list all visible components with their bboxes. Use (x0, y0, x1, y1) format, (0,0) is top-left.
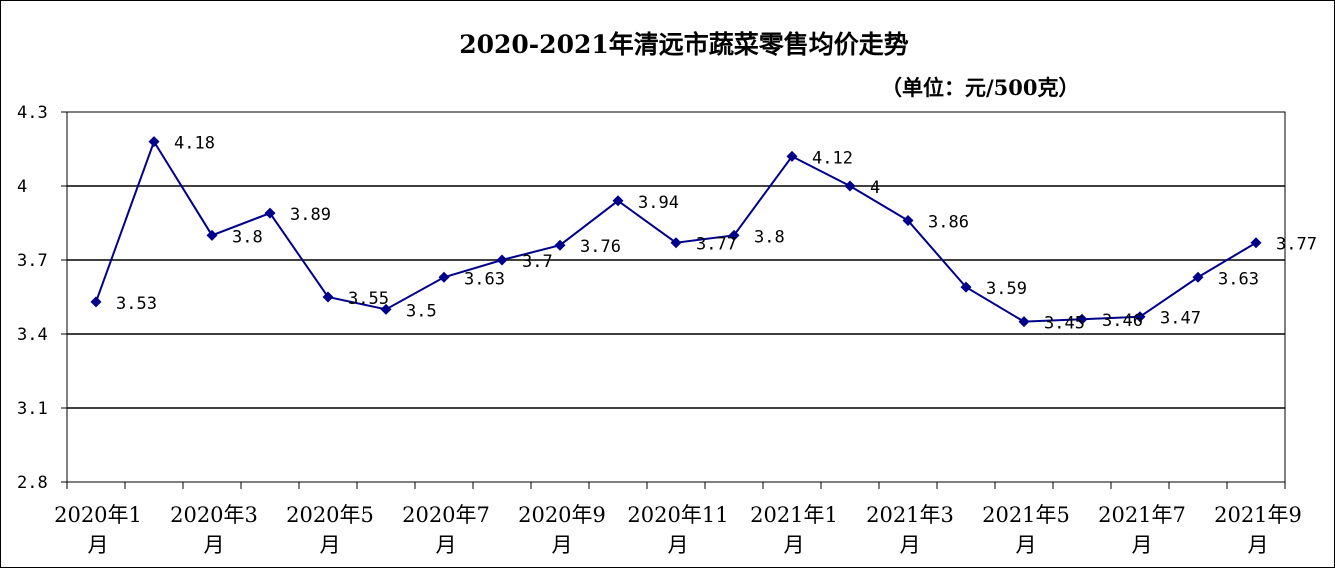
data-label: 3.7 (522, 252, 553, 272)
data-label: 3.89 (290, 205, 331, 225)
x-tick-label-month: 月 (552, 533, 573, 557)
x-axis-tick-labels: 2020年1 月 2020年3 月 2020年5 月 2020年7 月 2020年9 月 2020年… (54, 503, 1302, 557)
data-point (1076, 313, 1088, 325)
data-point (380, 303, 392, 315)
data-label: 3.76 (580, 237, 621, 257)
x-tick-label: 2020年5 (286, 503, 374, 527)
data-point (1192, 271, 1204, 283)
data-point (670, 237, 682, 249)
x-tick-label: 2021年1 (750, 503, 838, 527)
data-label: 3.63 (464, 269, 505, 289)
x-tick-label-month: 月 (1248, 533, 1269, 557)
x-tick-label: 2020年11 (627, 503, 728, 527)
x-tick-label: 2021年9 (1214, 503, 1302, 527)
data-label: 3.8 (754, 227, 785, 247)
x-tick-label: 2020年7 (402, 503, 490, 527)
data-point (844, 180, 856, 192)
data-point (264, 207, 276, 219)
y-tick-label: 3.4 (17, 325, 48, 345)
x-tick-label-month: 月 (900, 533, 921, 557)
data-label: 3.55 (348, 289, 389, 309)
x-tick-label-month: 月 (88, 533, 109, 557)
y-axis-tick-labels: 2.8 3.1 3.4 3.7 4 4.3 (17, 103, 48, 493)
data-label: 3.59 (986, 279, 1027, 299)
y-tick-label: 2.8 (17, 473, 48, 493)
chart-title: 2020-2021年清远市蔬菜零售均价走势 (459, 30, 909, 59)
x-tick-label: 2021年3 (866, 503, 954, 527)
data-point (960, 281, 972, 293)
data-point (438, 271, 450, 283)
data-point (90, 296, 102, 308)
data-point (206, 229, 218, 241)
x-tick-label: 2020年3 (170, 503, 258, 527)
x-tick-label-month: 月 (1132, 533, 1153, 557)
chart-unit: （单位：元/500克） (881, 75, 1080, 100)
data-label: 3.94 (638, 193, 679, 213)
y-tick-label: 4 (17, 177, 27, 197)
x-tick-label-month: 月 (1016, 533, 1037, 557)
data-labels: 3.53 4.18 3.8 3.89 3.55 3.5 3.63 3.7 3.76 3.94 3.7… (116, 134, 1317, 334)
series-line (95, 139, 1257, 323)
y-tick-label: 3.1 (17, 399, 48, 419)
data-point (902, 215, 914, 227)
data-point (1134, 311, 1146, 323)
x-tick-label: 2020年1 (54, 503, 142, 527)
data-label: 4 (870, 178, 880, 198)
x-tick-label-month: 月 (668, 533, 689, 557)
data-label: 3.77 (696, 235, 737, 255)
x-tick-label: 2020年9 (518, 503, 606, 527)
data-label: 3.5 (406, 301, 437, 321)
data-label: 3.77 (1276, 235, 1317, 255)
grid-lines (67, 185, 1285, 409)
data-label: 3.46 (1102, 311, 1143, 331)
plot-area-border (66, 111, 1286, 483)
x-tick-label-month: 月 (784, 533, 805, 557)
data-label: 3.53 (116, 294, 157, 314)
data-label: 4.12 (812, 148, 853, 168)
axes (61, 111, 1286, 489)
data-label: 3.63 (1218, 269, 1259, 289)
data-label: 4.18 (174, 134, 215, 154)
data-point (322, 291, 334, 303)
data-point (554, 239, 566, 251)
data-point (496, 254, 508, 266)
series-vegetable-price (90, 136, 1262, 328)
data-point (1250, 237, 1262, 249)
data-point (148, 136, 160, 148)
y-tick-label: 3.7 (17, 251, 48, 271)
data-point (612, 195, 624, 207)
data-point (1018, 316, 1030, 328)
x-tick-label: 2021年7 (1098, 503, 1186, 527)
data-label: 3.86 (928, 213, 969, 233)
data-label: 3.8 (232, 227, 263, 247)
y-tick-label: 4.3 (17, 103, 48, 123)
x-tick-label-month: 月 (436, 533, 457, 557)
x-tick-label-month: 月 (320, 533, 341, 557)
x-tick-label-month: 月 (204, 533, 225, 557)
data-label: 3.47 (1160, 309, 1201, 329)
data-point (728, 229, 740, 241)
data-label: 3.45 (1044, 314, 1085, 334)
x-tick-label: 2021年5 (982, 503, 1070, 527)
data-point (786, 150, 798, 162)
